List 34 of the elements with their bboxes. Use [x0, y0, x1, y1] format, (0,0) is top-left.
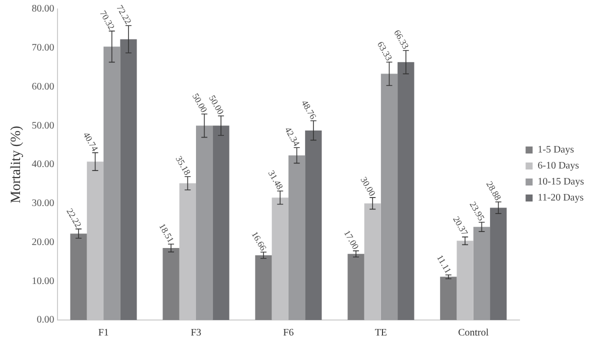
y-tick-label: 50.00: [32, 120, 54, 132]
bar: [398, 62, 414, 320]
x-tick-label: F1: [98, 328, 109, 339]
bar: [348, 254, 364, 320]
bar: [288, 155, 306, 320]
y-axis-title: Mortality (%): [9, 125, 24, 204]
x-tick-label: Control: [458, 328, 489, 339]
bar: [70, 234, 87, 320]
y-tick-label: 40.00: [32, 159, 54, 170]
legend-label: 1-5 Days: [538, 144, 574, 156]
bar: [440, 276, 457, 320]
bar: [162, 248, 180, 320]
y-tick-label: 30.00: [32, 198, 54, 209]
y-tick-label: 70.00: [32, 42, 54, 54]
bar: [212, 126, 230, 320]
y-tick-label: 0.00: [36, 314, 54, 326]
bar: [120, 39, 137, 320]
bar: [473, 226, 490, 320]
bar: [490, 208, 507, 320]
bar: [380, 74, 398, 320]
y-tick-label: 20.00: [32, 236, 54, 248]
x-tick-label: TE: [374, 328, 388, 339]
legend-label: 10-15 Days: [538, 176, 584, 188]
x-tick-label: F3: [190, 328, 202, 339]
x-tick-label: F6: [283, 328, 294, 339]
y-tick-label: 60.00: [32, 81, 54, 92]
legend-label: 11-20 Days: [538, 192, 584, 204]
bar: [305, 130, 322, 320]
bar: [196, 126, 213, 320]
bar: [255, 255, 272, 320]
y-tick-label: 10.00: [32, 276, 54, 287]
y-tick-label: 80.00: [32, 4, 54, 15]
legend-label: 6-10 Days: [538, 160, 580, 172]
bar: [104, 46, 120, 320]
